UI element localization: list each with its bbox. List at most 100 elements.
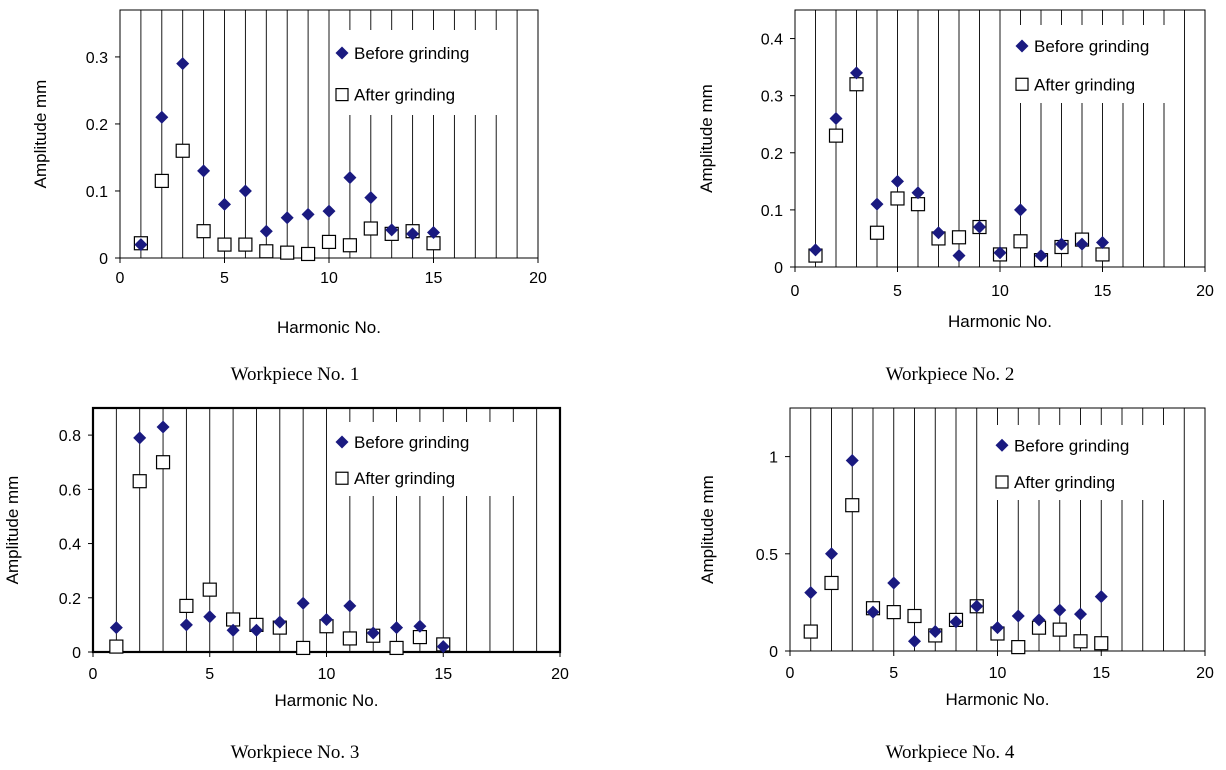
x-tick-label: 10 (320, 270, 338, 287)
before-grinding-point (413, 619, 427, 633)
x-axis-title: Harmonic No. (948, 312, 1052, 331)
before-grinding-point (932, 226, 945, 240)
legend-box (1010, 25, 1180, 103)
after-grinding-point (849, 77, 864, 92)
before-grinding-point (218, 197, 231, 211)
x-tick-label: 10 (318, 666, 336, 683)
y-axis-title: Amplitude mm (697, 84, 716, 193)
x-tick-label: 5 (889, 665, 898, 682)
x-tick-label: 20 (1196, 283, 1214, 300)
x-tick-label: 20 (529, 270, 547, 287)
before-grinding-point (928, 625, 942, 639)
chart-panel-2: 0 5 10 15 20 0 0.1 0.2 0.3 0.4 Harmonic No. Amplitu… (697, 9, 1214, 385)
before-grinding-point (911, 186, 925, 200)
before-grinding-point (829, 112, 843, 126)
before-grinding-point (427, 226, 440, 240)
legend-after-marker (335, 87, 349, 102)
x-tick-label: 15 (434, 666, 452, 683)
y-tick-label: 0.2 (761, 146, 783, 163)
y-tick-label: 0.2 (59, 591, 81, 608)
legend-box (990, 425, 1175, 500)
y-axis-title: Amplitude mm (31, 80, 50, 189)
before-grinding-point (804, 586, 818, 600)
chart-caption: Workpiece No. 3 (231, 742, 360, 763)
after-grinding-point (342, 238, 357, 253)
before-grinding-point (249, 623, 263, 637)
after-grinding-point (1073, 634, 1088, 649)
y-tick-label: 0.4 (761, 32, 783, 49)
before-grinding-point (1053, 603, 1067, 617)
x-tick-label: 0 (89, 666, 98, 683)
after-grinding-point (1052, 622, 1067, 637)
after-grinding-point (1011, 640, 1026, 655)
before-grinding-point (273, 615, 287, 629)
y-axis-title: Amplitude mm (698, 475, 717, 584)
x-tick-label: 15 (425, 270, 443, 287)
before-grinding-point (891, 174, 904, 188)
legend-box (330, 30, 505, 115)
chart-caption: Workpiece No. 1 (231, 364, 360, 385)
before-grinding-point (179, 618, 193, 632)
before-grinding-point (949, 615, 963, 629)
before-grinding-point (1075, 237, 1089, 251)
after-grinding-point (296, 640, 311, 656)
before-grinding-point (866, 605, 880, 619)
x-tick-label: 5 (893, 283, 902, 300)
before-grinding-point (952, 249, 966, 263)
legend-before-label: Before grinding (1014, 436, 1129, 455)
y-tick-label: 0.4 (59, 537, 81, 554)
after-grinding-point (890, 191, 905, 206)
after-grinding-point (886, 605, 901, 620)
y-tick-label: 0.8 (59, 428, 81, 445)
legend-before-label: Before grinding (354, 44, 469, 63)
after-grinding-point (179, 598, 194, 614)
before-grinding-point (973, 220, 986, 234)
x-tick-label: 5 (205, 666, 214, 683)
before-grinding-point (908, 634, 921, 648)
legend-before-label: Before grinding (1034, 37, 1149, 56)
before-grinding-point (156, 420, 170, 434)
after-grinding-point (132, 474, 147, 489)
x-tick-label: 15 (1092, 665, 1110, 682)
legend-before-label: Before grinding (354, 433, 469, 452)
before-grinding-point (197, 164, 211, 178)
before-grinding-point (203, 610, 217, 624)
y-tick-label: 0 (774, 260, 783, 277)
after-grinding-point (824, 575, 839, 591)
before-grinding-point (390, 621, 404, 635)
after-grinding-point (1095, 247, 1110, 262)
legend-before-marker (335, 435, 349, 449)
legend-before-marker (1015, 39, 1029, 53)
before-grinding-point (870, 197, 884, 211)
x-axis-title: Harmonic No. (275, 691, 379, 710)
x-tick-label: 10 (989, 665, 1007, 682)
legend-before-marker (995, 438, 1009, 452)
after-grinding-point (109, 639, 124, 654)
x-tick-label: 10 (991, 283, 1009, 300)
chart-caption: Workpiece No. 2 (886, 364, 1015, 385)
y-tick-label: 0.1 (86, 184, 108, 201)
before-grinding-point (320, 612, 333, 626)
after-grinding-point (301, 246, 316, 262)
before-grinding-point (436, 640, 450, 654)
after-grinding-point (907, 608, 922, 624)
before-grinding-point (993, 246, 1007, 260)
after-grinding-point (363, 221, 378, 236)
legend-after-marker (335, 471, 349, 485)
before-grinding-point (296, 596, 310, 610)
y-tick-label: 0.2 (86, 117, 108, 134)
before-grinding-point (887, 576, 901, 590)
before-grinding-point (1014, 203, 1027, 217)
after-grinding-point (217, 237, 232, 252)
x-tick-label: 15 (1094, 283, 1112, 300)
after-grinding-point (238, 237, 253, 252)
y-tick-label: 0.5 (756, 547, 778, 564)
after-grinding-point (1094, 636, 1109, 651)
before-grinding-point (155, 110, 169, 124)
x-tick-label: 0 (791, 283, 800, 300)
x-tick-label: 5 (220, 270, 229, 287)
after-grinding-point (803, 624, 818, 639)
legend-after-label: After grinding (1014, 473, 1115, 492)
before-grinding-point (845, 453, 859, 467)
before-grinding-point (970, 599, 984, 613)
